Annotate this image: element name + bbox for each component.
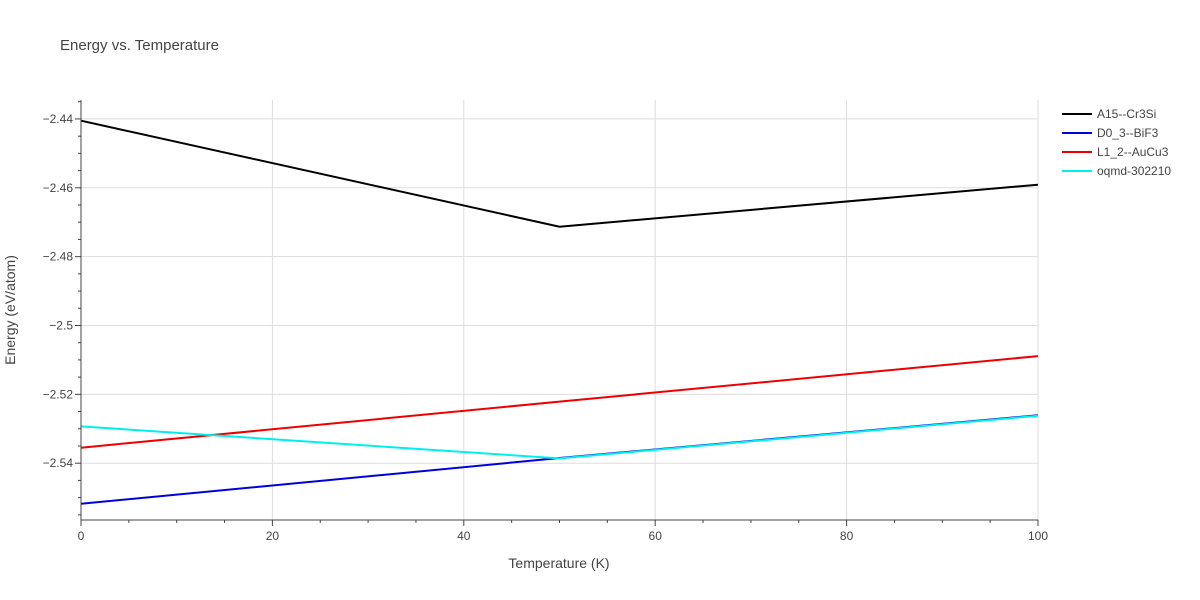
y-axis-label: Energy (eV/atom) (2, 255, 18, 365)
legend-entry[interactable]: oqmd-302210 (1097, 164, 1171, 178)
y-tick-label: −2.54 (43, 456, 74, 470)
y-tick-label: −2.5 (49, 318, 73, 332)
series-line (80, 355, 1039, 449)
chart-title: Energy vs. Temperature (60, 37, 219, 54)
series-line (80, 119, 1039, 228)
legend: A15--Cr3Si D0_3--BiF3 L1_2--AuCu3 oqmd-3022… (1062, 107, 1171, 178)
series-line (80, 414, 1039, 460)
x-tick-label: 40 (457, 529, 471, 543)
grid-layer (81, 100, 1039, 520)
series-layer (80, 119, 1039, 505)
y-tick-label: −2.52 (43, 387, 74, 401)
legend-entry[interactable]: D0_3--BiF3 (1097, 126, 1159, 140)
x-tick-label: 20 (266, 529, 280, 543)
legend-entry[interactable]: A15--Cr3Si (1097, 107, 1156, 121)
x-axis-label: Temperature (K) (508, 555, 609, 571)
y-tick-label: −2.44 (43, 112, 74, 126)
y-tick-label: −2.46 (43, 181, 74, 195)
axis-layer: 0 20 40 60 80 100 −2.54 −2.52 −2.5 −2.48 −2.46 −2.4… (43, 100, 1048, 543)
x-tick-label: 100 (1028, 529, 1048, 543)
x-tick-label: 80 (840, 529, 854, 543)
y-tick-label: −2.48 (43, 250, 74, 264)
x-tick-label: 0 (78, 529, 85, 543)
legend-entry[interactable]: L1_2--AuCu3 (1097, 145, 1169, 159)
x-tick-label: 60 (649, 529, 663, 543)
